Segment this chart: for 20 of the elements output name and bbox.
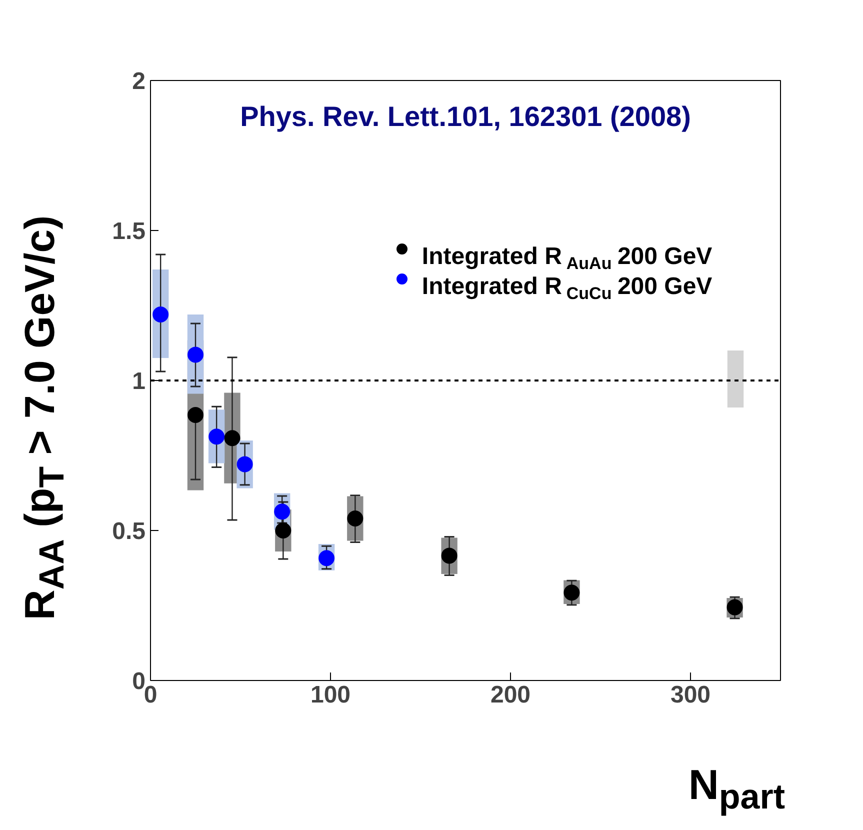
point [564,584,580,601]
x-axis-title: N$_{part}$ [688,760,785,818]
x-tick-label: 200 [490,682,531,708]
y-tick-label: 2 [132,68,146,95]
point [152,306,169,322]
point [224,430,240,446]
y-tick-label: 1.5 [112,218,146,245]
y-tick-label: 1 [132,368,146,395]
point [274,504,290,520]
point [236,456,253,472]
y-tick-label: 0.5 [112,518,146,545]
x-tick-label: 300 [670,682,711,708]
point [441,548,458,564]
x-tick-label: 100 [310,682,351,708]
point [188,346,204,363]
point [275,522,292,538]
bar [727,350,744,408]
point [188,407,204,423]
point [347,510,364,526]
annotation: Phys. Rev. Lett.101, 162301 (2008) [240,101,691,132]
